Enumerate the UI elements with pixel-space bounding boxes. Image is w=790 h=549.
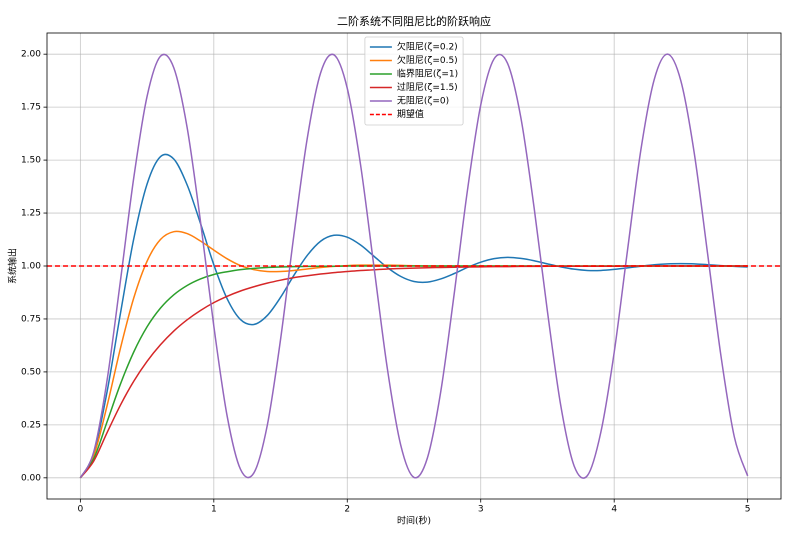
series-line: [79, 53, 749, 479]
series-line: [79, 153, 748, 479]
x-tick-label: 1: [211, 505, 217, 515]
legend-label: 过阻尼(ζ=1.5): [397, 81, 458, 93]
legend-label: 临界阻尼(ζ=1): [397, 68, 458, 80]
y-tick-label: 0.00: [21, 473, 41, 483]
x-tick-label: 5: [745, 505, 751, 515]
x-tick-label: 2: [344, 505, 350, 515]
legend-label: 期望值: [397, 108, 424, 120]
legend-label: 无阻尼(ζ=0): [397, 96, 449, 107]
y-tick-label: 1.75: [21, 103, 41, 113]
y-tick-label: 2.00: [21, 50, 41, 60]
y-tick-label: 0.75: [21, 314, 41, 324]
y-tick-label: 1.50: [21, 156, 41, 166]
x-axis-label: 时间(秒): [397, 515, 431, 527]
plot-frame: [46, 32, 782, 500]
x-tick-label: 4: [611, 505, 617, 515]
y-tick-label: 1.00: [21, 262, 41, 272]
x-tick-label: 3: [478, 505, 484, 515]
y-tick-label: 1.25: [21, 209, 41, 219]
chart-title: 二阶系统不同阻尼比的阶跃响应: [337, 14, 491, 28]
series-line: [79, 265, 748, 479]
legend-box: [364, 36, 464, 126]
y-tick-label: 0.25: [21, 420, 41, 430]
legend: 欠阻尼(ζ=0.2)欠阻尼(ζ=0.5) 临界阻尼(ζ=1)过阻尼(ζ=1.5) 无…: [364, 36, 464, 126]
y-axis-label: 系统输出: [7, 248, 19, 284]
y-tick-label: 0.50: [21, 367, 41, 377]
legend-label: 欠阻尼(ζ=0.5): [397, 54, 458, 66]
x-tick-label: 0: [77, 505, 83, 515]
legend-label: 欠阻尼(ζ=0.2): [397, 41, 458, 53]
